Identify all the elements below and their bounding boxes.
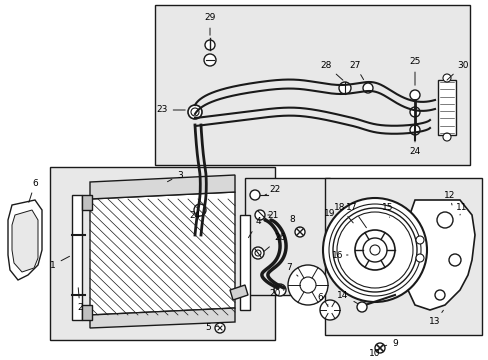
Text: 20: 20 bbox=[269, 288, 284, 297]
Circle shape bbox=[191, 108, 199, 116]
Circle shape bbox=[409, 125, 419, 135]
Text: 5: 5 bbox=[204, 324, 218, 333]
Circle shape bbox=[187, 105, 202, 119]
Circle shape bbox=[336, 212, 412, 288]
Circle shape bbox=[323, 198, 426, 302]
Circle shape bbox=[436, 212, 452, 228]
Circle shape bbox=[409, 90, 419, 100]
Text: 18: 18 bbox=[334, 202, 352, 223]
Text: 12: 12 bbox=[444, 192, 455, 205]
Circle shape bbox=[442, 74, 450, 82]
Polygon shape bbox=[82, 195, 92, 210]
Polygon shape bbox=[90, 175, 235, 199]
Text: 23: 23 bbox=[156, 105, 185, 114]
Circle shape bbox=[332, 208, 416, 292]
Text: 6: 6 bbox=[29, 179, 38, 202]
Text: 21: 21 bbox=[267, 211, 278, 220]
Polygon shape bbox=[229, 285, 247, 300]
Text: 2: 2 bbox=[77, 288, 82, 312]
Text: 24: 24 bbox=[189, 211, 200, 220]
Text: 11: 11 bbox=[455, 202, 467, 215]
Circle shape bbox=[415, 254, 423, 262]
Text: 29: 29 bbox=[204, 13, 215, 35]
Polygon shape bbox=[90, 192, 235, 315]
Circle shape bbox=[251, 247, 264, 259]
Text: 22: 22 bbox=[264, 185, 280, 195]
Circle shape bbox=[338, 82, 350, 94]
Bar bbox=[244, 178, 329, 295]
Bar bbox=[325, 178, 481, 335]
Polygon shape bbox=[90, 308, 235, 328]
Circle shape bbox=[204, 40, 215, 50]
Text: 26: 26 bbox=[264, 234, 285, 251]
Circle shape bbox=[273, 284, 285, 296]
Circle shape bbox=[434, 290, 444, 300]
Text: 28: 28 bbox=[320, 60, 342, 80]
Text: 6: 6 bbox=[317, 292, 327, 305]
Text: 25: 25 bbox=[408, 58, 420, 85]
Circle shape bbox=[319, 300, 339, 320]
Circle shape bbox=[442, 133, 450, 141]
Polygon shape bbox=[82, 305, 92, 320]
Circle shape bbox=[374, 343, 384, 353]
Text: 3: 3 bbox=[167, 171, 183, 182]
Text: 1: 1 bbox=[50, 256, 69, 270]
Text: 19: 19 bbox=[324, 208, 335, 217]
Circle shape bbox=[215, 323, 224, 333]
Circle shape bbox=[254, 250, 261, 256]
Text: 15: 15 bbox=[382, 202, 393, 217]
Text: 17: 17 bbox=[346, 202, 366, 228]
Text: 30: 30 bbox=[446, 60, 468, 80]
Bar bbox=[155, 5, 469, 165]
Text: 4: 4 bbox=[248, 217, 260, 238]
Circle shape bbox=[194, 204, 205, 216]
Circle shape bbox=[254, 210, 264, 220]
Text: 24: 24 bbox=[408, 131, 420, 157]
Text: 8: 8 bbox=[288, 216, 299, 228]
Text: 13: 13 bbox=[428, 310, 443, 327]
Circle shape bbox=[294, 227, 305, 237]
Bar bbox=[437, 80, 455, 135]
Bar bbox=[50, 167, 274, 340]
Circle shape bbox=[287, 265, 327, 305]
Polygon shape bbox=[8, 200, 42, 280]
Polygon shape bbox=[404, 200, 474, 310]
Text: 27: 27 bbox=[348, 60, 363, 80]
Circle shape bbox=[328, 204, 420, 296]
Circle shape bbox=[362, 238, 386, 262]
Circle shape bbox=[354, 230, 394, 270]
Bar bbox=[240, 215, 249, 310]
Polygon shape bbox=[12, 210, 38, 272]
Circle shape bbox=[203, 54, 216, 66]
Text: 16: 16 bbox=[331, 251, 347, 260]
Text: 7: 7 bbox=[285, 264, 297, 276]
Circle shape bbox=[356, 302, 366, 312]
Bar bbox=[72, 195, 82, 320]
Text: 14: 14 bbox=[337, 291, 357, 303]
Circle shape bbox=[369, 245, 379, 255]
Text: 10: 10 bbox=[368, 348, 380, 357]
Circle shape bbox=[448, 254, 460, 266]
Circle shape bbox=[299, 277, 315, 293]
Circle shape bbox=[249, 190, 260, 200]
Text: 9: 9 bbox=[383, 338, 397, 347]
Circle shape bbox=[362, 83, 372, 93]
Circle shape bbox=[415, 236, 423, 244]
Circle shape bbox=[409, 107, 419, 117]
